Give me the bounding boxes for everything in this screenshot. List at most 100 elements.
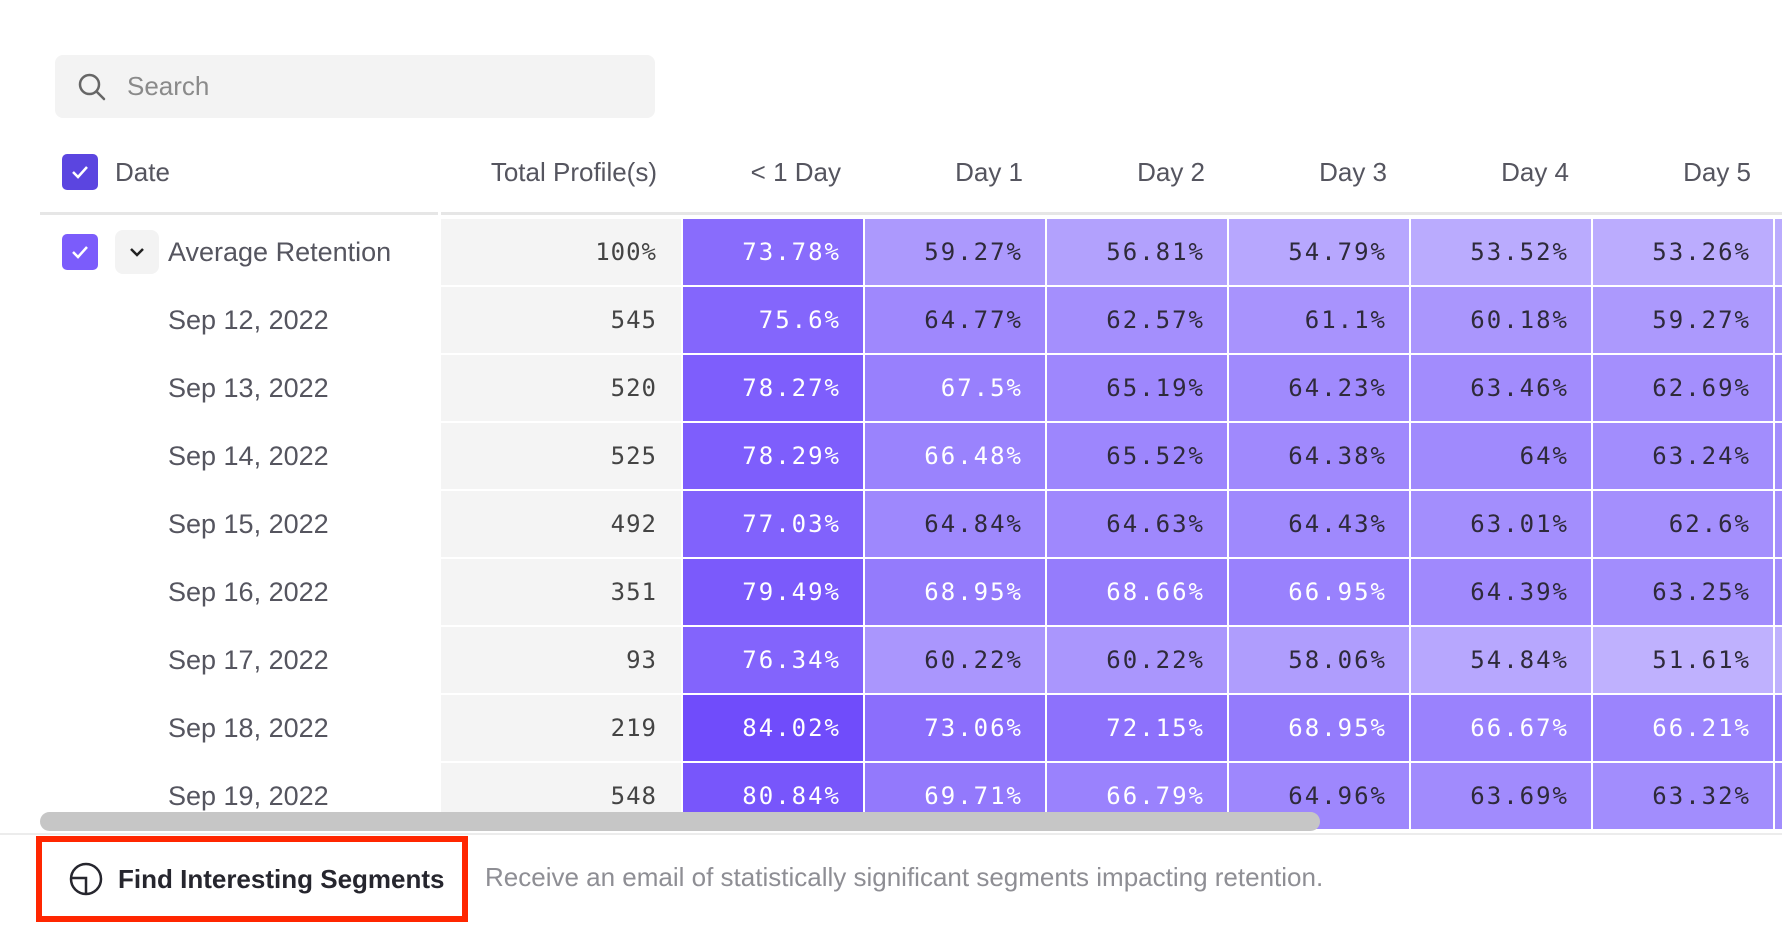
retention-cell[interactable]: 78.29% (683, 423, 863, 489)
retention-cell[interactable]: 63.25% (1593, 559, 1773, 625)
header-day-5[interactable]: Day 5 (1683, 156, 1751, 187)
retention-cell[interactable]: 68.66% (1047, 559, 1227, 625)
retention-cell[interactable]: 64.23% (1229, 355, 1409, 421)
retention-cell[interactable]: 64.84% (865, 491, 1045, 557)
retention-cell[interactable]: 63.69% (1411, 763, 1591, 829)
retention-cell[interactable]: 51.61% (1593, 627, 1773, 693)
retention-cell-partial (1775, 219, 1782, 285)
retention-cell[interactable]: 65.52% (1047, 423, 1227, 489)
chevron-down-icon (130, 248, 144, 257)
retention-cell[interactable]: 63.01% (1411, 491, 1591, 557)
segments-description: Receive an email of statistically signif… (485, 862, 1324, 892)
average-retention-label: Average Retention (168, 236, 392, 267)
retention-cell-partial (1775, 559, 1782, 625)
retention-cell-partial (1775, 423, 1782, 489)
find-interesting-segments-label: Find Interesting Segments (118, 863, 445, 894)
expand-toggle[interactable] (115, 230, 159, 274)
row-date: Sep 15, 2022 (168, 508, 329, 539)
retention-cell[interactable]: 73.06% (865, 695, 1045, 761)
search-icon (78, 73, 106, 100)
retention-cell[interactable]: 64.38% (1229, 423, 1409, 489)
retention-cell[interactable]: 76.34% (683, 627, 863, 693)
retention-cell[interactable]: 61.1% (1229, 287, 1409, 353)
retention-cell-partial (1775, 355, 1782, 421)
retention-cell-partial (1775, 287, 1782, 353)
retention-cell[interactable]: 64.43% (1229, 491, 1409, 557)
search-box[interactable] (55, 55, 655, 118)
row-date: Sep 19, 2022 (168, 780, 329, 811)
search-input[interactable] (125, 70, 609, 103)
retention-cell[interactable]: 68.95% (1229, 695, 1409, 761)
row-date: Sep 17, 2022 (168, 644, 329, 675)
retention-cell[interactable]: 64% (1411, 423, 1591, 489)
header-day-2[interactable]: Day 2 (1137, 156, 1205, 187)
retention-cell[interactable]: 56.81% (1047, 219, 1227, 285)
horizontal-scrollbar[interactable] (40, 812, 1320, 831)
retention-cell-partial (1775, 491, 1782, 557)
retention-cell[interactable]: 54.84% (1411, 627, 1591, 693)
retention-cell[interactable]: 59.27% (865, 219, 1045, 285)
row-date: Sep 12, 2022 (168, 304, 329, 335)
check-icon (72, 166, 88, 179)
retention-cell[interactable]: 64.39% (1411, 559, 1591, 625)
retention-cell[interactable]: 53.26% (1593, 219, 1773, 285)
retention-cell[interactable]: 66.21% (1593, 695, 1773, 761)
find-interesting-segments-button[interactable]: Find Interesting Segments (36, 836, 468, 922)
retention-cell[interactable]: 53.52% (1411, 219, 1591, 285)
header-date[interactable]: Date (115, 156, 170, 187)
retention-cell-partial (1775, 627, 1782, 693)
retention-cell[interactable]: 60.22% (1047, 627, 1227, 693)
retention-cell[interactable]: 77.03% (683, 491, 863, 557)
retention-cell[interactable]: 60.18% (1411, 287, 1591, 353)
retention-cell[interactable]: 63.24% (1593, 423, 1773, 489)
retention-cell[interactable]: 60.22% (865, 627, 1045, 693)
total-profiles-cell: 219 (441, 695, 681, 761)
total-profiles-cell: 520 (441, 355, 681, 421)
table-row: Sep 17, 2022 93 76.34% 60.22% 60.22% 58.06% 54… (0, 626, 1782, 694)
retention-cell[interactable]: 67.5% (865, 355, 1045, 421)
retention-cell[interactable]: 62.69% (1593, 355, 1773, 421)
retention-cell[interactable]: 65.19% (1047, 355, 1227, 421)
total-profiles-cell: 492 (441, 491, 681, 557)
retention-cell-partial (1775, 695, 1782, 761)
row-date: Sep 18, 2022 (168, 712, 329, 743)
retention-cell[interactable]: 66.48% (865, 423, 1045, 489)
retention-cell[interactable]: 72.15% (1047, 695, 1227, 761)
header-total-profiles[interactable]: Total Profile(s) (490, 156, 657, 187)
header-day-0[interactable]: < 1 Day (750, 156, 841, 187)
check-icon (72, 246, 88, 259)
total-profiles-cell: 525 (441, 423, 681, 489)
retention-cell[interactable]: 64.77% (865, 287, 1045, 353)
retention-cell[interactable]: 84.02% (683, 695, 863, 761)
header-day-4[interactable]: Day 4 (1501, 156, 1569, 187)
average-checkbox[interactable] (62, 234, 98, 270)
retention-cell[interactable]: 59.27% (1593, 287, 1773, 353)
retention-cell[interactable]: 64.63% (1047, 491, 1227, 557)
row-date: Sep 13, 2022 (168, 372, 329, 403)
retention-cell[interactable]: 68.95% (865, 559, 1045, 625)
header-day-3[interactable]: Day 3 (1319, 156, 1387, 187)
retention-cell[interactable]: 78.27% (683, 355, 863, 421)
retention-cell[interactable]: 63.46% (1411, 355, 1591, 421)
retention-cell[interactable]: 62.6% (1593, 491, 1773, 557)
table-row: Sep 18, 2022 219 84.02% 73.06% 72.15% 68.95% 6… (0, 694, 1782, 762)
retention-cell[interactable]: 54.79% (1229, 219, 1409, 285)
retention-cell[interactable]: 63.32% (1593, 763, 1773, 829)
footer-divider (0, 833, 1782, 835)
table-row: Sep 16, 2022 351 79.49% 68.95% 68.66% 66.95% 6… (0, 558, 1782, 626)
retention-cell[interactable]: 58.06% (1229, 627, 1409, 693)
retention-cell[interactable]: 66.95% (1229, 559, 1409, 625)
segments-icon (69, 862, 103, 896)
retention-cell[interactable]: 73.78% (683, 219, 863, 285)
header-divider (441, 212, 1782, 215)
row-date: Sep 16, 2022 (168, 576, 329, 607)
retention-cell[interactable]: 66.67% (1411, 695, 1591, 761)
total-profiles-cell: 351 (441, 559, 681, 625)
select-all-checkbox[interactable] (62, 154, 98, 190)
retention-cell[interactable]: 62.57% (1047, 287, 1227, 353)
header-day-1[interactable]: Day 1 (955, 156, 1023, 187)
table-row: Sep 14, 2022 525 78.29% 66.48% 65.52% 64.38% 6… (0, 422, 1782, 490)
table-row: Sep 13, 2022 520 78.27% 67.5% 65.19% 64.23% 63… (0, 354, 1782, 422)
retention-cell[interactable]: 79.49% (683, 559, 863, 625)
retention-cell[interactable]: 75.6% (683, 287, 863, 353)
